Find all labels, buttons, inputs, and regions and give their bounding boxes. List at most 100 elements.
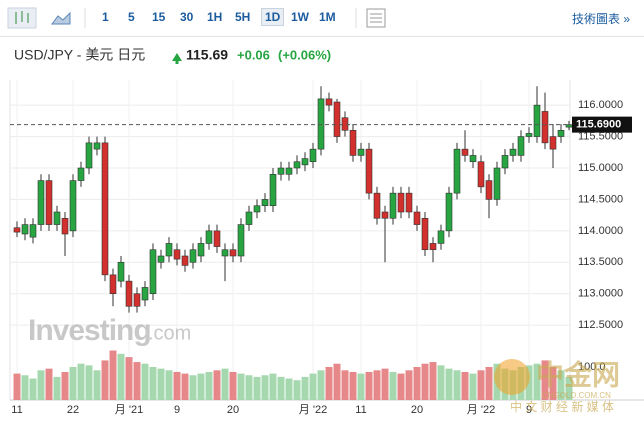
candle-body — [509, 148, 517, 156]
y-tick-label: 115.5000 — [578, 130, 623, 142]
volume-bar — [149, 367, 157, 400]
volume-bar — [181, 373, 189, 400]
candle-body — [61, 217, 69, 235]
candle-body — [549, 136, 557, 150]
volume-bar — [557, 370, 565, 400]
change: +0.06 — [237, 47, 270, 62]
y-tick-label: 113.5000 — [578, 256, 623, 268]
candle-body — [181, 255, 189, 266]
candle-body — [157, 255, 165, 263]
candle-body — [205, 230, 213, 244]
interval[interactable]: 5H — [235, 10, 251, 24]
candle-body — [245, 211, 253, 225]
interval[interactable]: 5 — [128, 10, 135, 24]
x-tick-label: 20 — [411, 404, 423, 416]
interval[interactable]: 1D — [261, 8, 285, 26]
volume-bar — [485, 367, 493, 400]
y-tick-label: 115.0000 — [578, 162, 623, 174]
volume-bar — [405, 370, 413, 400]
interval[interactable]: 30 — [180, 10, 194, 24]
y-tick-label: 113.0000 — [578, 288, 623, 300]
candle-body — [517, 136, 525, 156]
logo-watermark-suffix: .com — [148, 322, 191, 344]
volume-bar — [317, 370, 325, 400]
candle-body — [29, 224, 37, 238]
volume-tick-label: 100.0 — [578, 361, 606, 373]
y-tick-label: 116.0000 — [578, 99, 623, 111]
volume-bar — [549, 367, 557, 400]
brand-watermark: 中金网 — [536, 358, 620, 390]
volume-bar — [381, 368, 389, 400]
technical-link[interactable]: 技術圖表 » — [572, 12, 631, 26]
volume-bar — [421, 363, 429, 400]
toolbar-icons — [7, 7, 386, 29]
volume-bar — [309, 373, 317, 400]
candle-body — [533, 104, 541, 137]
volume-bar — [397, 373, 405, 400]
candle-body — [221, 249, 229, 257]
candle-body — [389, 192, 397, 219]
candle-body — [541, 111, 549, 144]
volume-bar — [253, 376, 261, 400]
volume-bar — [221, 368, 229, 400]
volume-bar — [469, 373, 477, 400]
volume-bar — [13, 373, 21, 400]
interval[interactable]: 1H — [207, 10, 223, 24]
volume-bar — [141, 363, 149, 400]
candle-body — [133, 293, 141, 307]
volume-bar — [413, 367, 421, 400]
volume-bar — [461, 371, 469, 400]
candle-body — [333, 101, 341, 137]
volume-bar — [453, 370, 461, 400]
candle-body — [85, 142, 93, 169]
candle-body — [357, 148, 365, 156]
interval[interactable]: 15 — [152, 10, 166, 24]
candle-body — [453, 148, 461, 194]
brand-logo — [494, 359, 530, 395]
candle-body — [493, 167, 501, 200]
y-tick-label: 112.5000 — [578, 319, 623, 331]
interval[interactable]: 1W — [291, 10, 309, 24]
candle-body — [429, 243, 437, 251]
x-tick-label: 9 — [174, 404, 180, 416]
volume-bar — [245, 375, 253, 400]
volume-bar — [157, 368, 165, 400]
interval[interactable]: 1 — [102, 10, 109, 24]
volume-bar — [325, 367, 333, 400]
candle-body — [261, 199, 269, 207]
volume-bar — [77, 363, 85, 400]
candle-body — [293, 161, 301, 169]
volume-bar — [365, 371, 373, 400]
interval[interactable]: 1M — [319, 10, 336, 24]
volume-bar — [429, 362, 437, 400]
x-tick-label: 月 '22 — [467, 404, 495, 416]
x-tick-label: 月 '21 — [115, 404, 143, 416]
candle-body — [525, 133, 533, 137]
area-icon[interactable] — [51, 11, 71, 25]
candle-body — [69, 180, 77, 232]
volume-bar — [349, 371, 357, 400]
candle-body — [277, 167, 285, 175]
candle-body — [269, 173, 277, 207]
volume-bar — [565, 376, 573, 400]
price: 115.69 — [186, 47, 228, 63]
candle-body — [237, 224, 245, 257]
y-tick-label: 114.0000 — [578, 225, 623, 237]
candle-body — [381, 211, 389, 219]
candle-body — [285, 167, 293, 175]
x-tick-label: 11 — [355, 404, 366, 416]
candle-body — [213, 230, 221, 247]
y-tick-label: 114.5000 — [578, 193, 623, 205]
candle-body — [397, 192, 405, 213]
volume-bar — [45, 368, 53, 400]
settings-icon[interactable] — [366, 8, 386, 28]
candle-body — [173, 249, 181, 260]
volume-bar — [541, 360, 549, 400]
candle-body — [501, 155, 509, 169]
volume-bar — [125, 357, 133, 400]
candle-body — [317, 98, 325, 150]
volume-bar — [165, 370, 173, 400]
up-arrow — [172, 53, 182, 64]
instrument-title: USD/JPY - 美元 日元 — [14, 47, 145, 63]
